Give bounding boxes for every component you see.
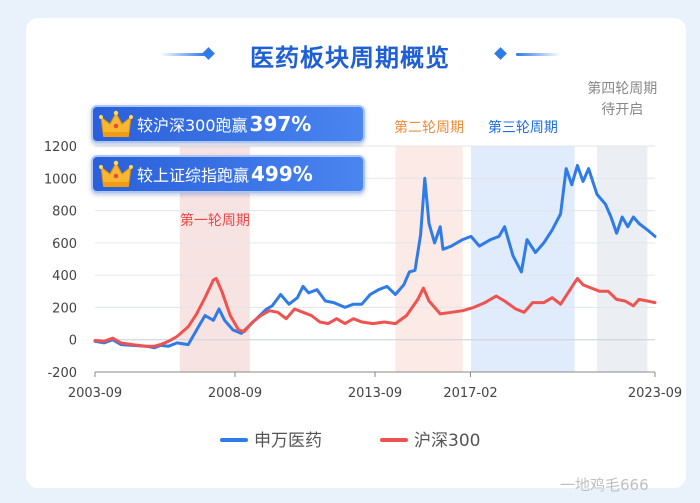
chart-card [26,18,686,488]
title-deco-line-right [516,53,561,56]
crown-icon [99,110,133,137]
y-tick-label: 800 [52,205,77,220]
title-deco-line-left [160,53,205,56]
y-tick-label: 1200 [44,140,77,155]
legend-label-2: 沪深300 [414,431,480,451]
series-line-1 [93,163,657,350]
period-label-1: 第一轮周期 [180,212,250,229]
y-tick-label: 400 [52,269,77,284]
crown-icon [99,160,133,187]
y-tick-label: -200 [47,366,77,381]
x-tick-label: 2003-09 [68,386,122,401]
period-band-2 [395,146,463,372]
period-label-4: 第四轮周期 [587,80,657,97]
y-tick-label: 200 [52,301,77,316]
title-container: 医药板块周期概览 [0,38,700,73]
badge-vs-hs300-value: 397% [249,112,312,136]
x-tick-label: 2008-09 [208,386,262,401]
chart-title: 医药板块周期概览 [250,44,450,72]
period-band-4 [597,146,648,372]
series-line-2 [93,276,657,348]
legend-label-1: 申万医药 [254,431,322,451]
badge-vs-szzs-text: 较上证综指跑赢 [137,166,250,185]
period-label-2: 第二轮周期 [394,119,464,136]
watermark: 一地鸡毛666 [560,476,649,494]
badge-vs-hs300: 较沪深300跑赢 397% [91,105,365,143]
period-label-4-sub: 待开启 [601,102,643,118]
x-tick-label: 2023-09 [628,386,682,401]
y-tick-label: 1000 [44,172,77,187]
y-tick-label: 600 [52,237,77,252]
x-tick-label: 2013-09 [348,386,402,401]
y-tick-label: 0 [69,334,77,349]
badge-vs-szzs-value: 499% [251,162,313,186]
badge-vs-szzs: 较上证综指跑赢 499% [91,155,365,193]
badge-vs-hs300-text: 较沪深300跑赢 [137,116,248,135]
period-label-3: 第三轮周期 [488,119,558,136]
x-tick-label: 2017-02 [443,386,497,401]
